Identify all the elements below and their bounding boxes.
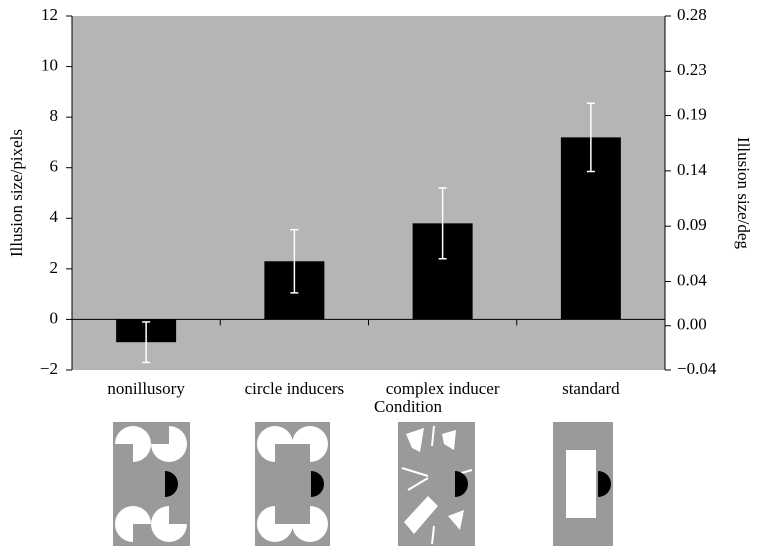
y2-tick-label: 0.04 <box>677 270 707 289</box>
y-tick-label: 0 <box>50 308 59 327</box>
y-tick-label: 6 <box>50 157 59 176</box>
y-tick-label: 4 <box>50 207 59 226</box>
x-axis-label: Condition <box>374 397 443 416</box>
y2-tick-label: 0.28 <box>677 5 707 24</box>
y2-tick-label: 0.09 <box>677 215 707 234</box>
y2-tick-label: 0.00 <box>677 315 707 334</box>
y-tick-label: 10 <box>41 55 58 74</box>
x-tick-label: complex inducer <box>386 379 500 398</box>
y2-tick-label: −0.04 <box>677 359 717 378</box>
y-axis-label: Illusion size/pixels <box>7 129 26 257</box>
y2-axis-label: Illusion size/deg <box>734 137 753 249</box>
stimulus-nonillusory <box>113 422 190 546</box>
x-tick-label: nonillusory <box>107 379 185 398</box>
x-tick-label: standard <box>562 379 620 398</box>
y-tick-label: 12 <box>41 5 58 24</box>
y2-tick-label: 0.14 <box>677 160 707 179</box>
y-tick-label: 8 <box>50 106 59 125</box>
x-tick-label: circle inducers <box>245 379 345 398</box>
y2-tick-label: 0.19 <box>677 104 707 123</box>
stimulus-circle-inducers <box>255 422 330 546</box>
y2-tick-label: 0.23 <box>677 60 707 79</box>
stimulus-images <box>113 422 613 546</box>
stimulus-standard <box>553 422 613 546</box>
stimulus-complex-inducer <box>398 422 475 546</box>
y-tick-label: −2 <box>40 359 58 378</box>
y-tick-label: 2 <box>50 258 59 277</box>
